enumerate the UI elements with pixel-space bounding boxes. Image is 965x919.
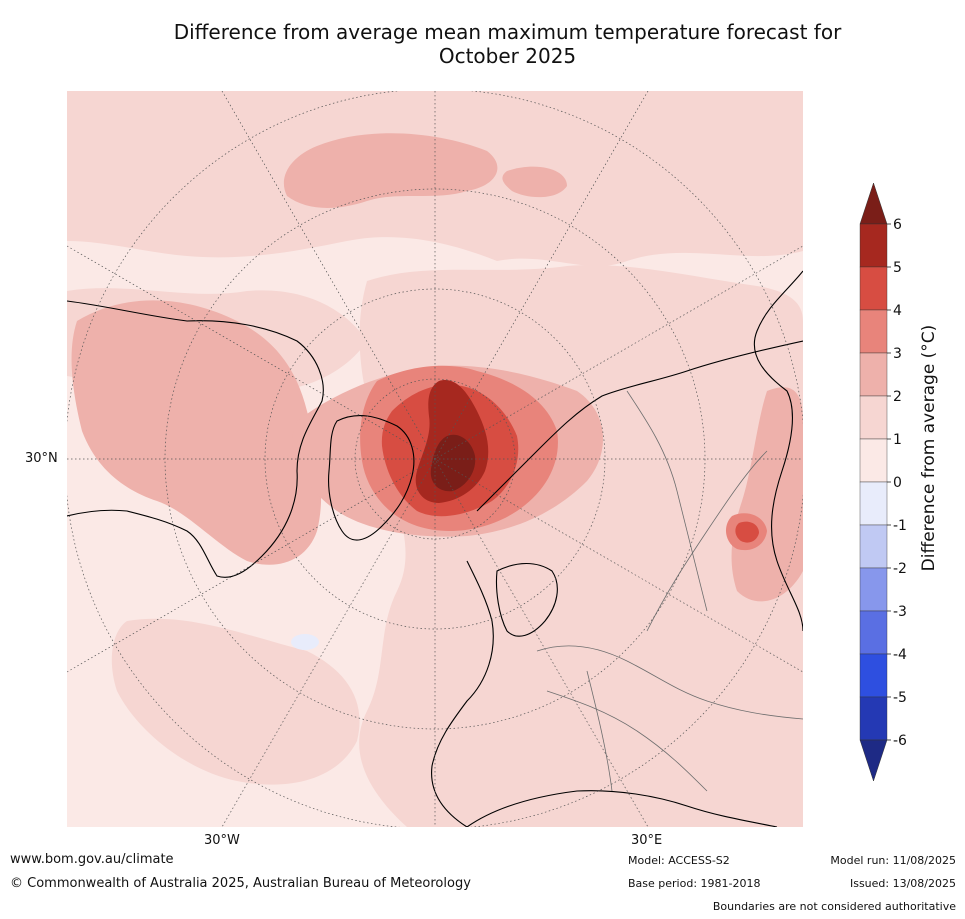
colorbar-tick-label: 5: [893, 260, 902, 276]
coastline-mediterranean: [466, 790, 778, 827]
colorbar-label: Difference from average (°C): [919, 325, 939, 572]
country-boundaries: [536, 390, 803, 792]
anomaly-region-negative-atlantic: [291, 634, 319, 650]
coastline-scandinavia: [495, 562, 558, 637]
colorbar-extend-lower: [859, 739, 888, 782]
footer-model: Model: ACCESS-S2: [628, 854, 730, 867]
colorbar-extend-upper: [859, 182, 888, 225]
footer-website[interactable]: www.bom.gov.au/climate: [10, 852, 174, 867]
colorbar-tick-label: -1: [893, 518, 907, 534]
colorbar-swatch: [859, 309, 888, 354]
colorbar-tick-label: 2: [893, 389, 902, 405]
lon-label-30e: 30°E: [631, 833, 663, 848]
coastline-eurasia-north: [476, 340, 803, 512]
colorbar-swatch: [859, 395, 888, 440]
colorbar-swatches: [859, 182, 888, 782]
colorbar-tick-label: -3: [893, 604, 907, 620]
graticule: [67, 91, 803, 827]
footer-base-period: Base period: 1981-2018: [628, 877, 761, 890]
map-title: Difference from average mean maximum tem…: [0, 20, 965, 68]
lon-label-30w: 30°W: [204, 833, 240, 848]
title-line-2: October 2025: [438, 44, 577, 68]
colorbar-tick-label: 4: [893, 303, 902, 319]
colorbar-tick-label: -6: [893, 733, 907, 749]
colorbar-tick-label: 1: [893, 432, 902, 448]
colorbar-swatch: [859, 653, 888, 698]
colorbar-swatch: [859, 481, 888, 526]
colorbar: 6 5 4 3 2 1 0 -1 -2 -3 -4 -5 -6 Difference from aver…: [859, 182, 939, 782]
footer-disclaimer: Boundaries are not considered authoritat…: [712, 900, 956, 913]
lat-label-30n: 30°N: [25, 451, 58, 466]
forecast-map: [67, 91, 803, 827]
footer-issued: Issued: 13/08/2025: [849, 877, 956, 890]
anomaly-region-north-america: [71, 300, 322, 565]
title-line-1: Difference from average mean maximum tem…: [173, 20, 842, 44]
colorbar-tick-label: -4: [893, 647, 907, 663]
colorbar-swatch: [859, 610, 888, 655]
anomaly-region-polar-core-6: [430, 434, 476, 492]
coastline-asia-east: [753, 270, 803, 632]
anomaly-region-atlantic: [111, 618, 360, 785]
colorbar-ticks: 6 5 4 3 2 1 0 -1 -2 -3 -4 -5 -6: [887, 217, 907, 749]
coastline-north-america: [67, 300, 324, 578]
coastlines: [67, 270, 803, 827]
colorbar-swatch: [859, 567, 888, 612]
colorbar-swatch: [859, 223, 888, 268]
colorbar-swatch: [859, 696, 888, 741]
colorbar-tick-label: -5: [893, 690, 907, 706]
coastline-europe: [431, 560, 494, 827]
colorbar-swatch: [859, 438, 888, 483]
colorbar-swatch: [859, 352, 888, 397]
colorbar-tick-label: 6: [893, 217, 902, 233]
colorbar-tick-label: 0: [893, 475, 902, 491]
footer-copyright: © Commonwealth of Australia 2025, Austra…: [10, 876, 471, 891]
colorbar-tick-label: -2: [893, 561, 907, 577]
colorbar-swatch: [859, 266, 888, 311]
colorbar-tick-label: 3: [893, 346, 902, 362]
anomaly-region-china-4: [735, 521, 759, 543]
anomaly-region-siberia-coast: [502, 166, 567, 198]
colorbar-swatch: [859, 524, 888, 569]
coastline-greenland: [328, 415, 415, 541]
footer-model-run: Model run: 11/08/2025: [830, 854, 956, 867]
